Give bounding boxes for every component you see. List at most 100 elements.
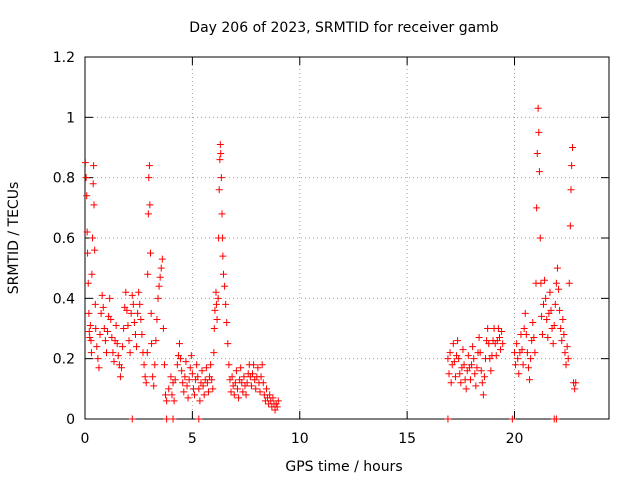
data-point <box>171 376 179 384</box>
chart-title: Day 206 of 2023, SRMTID for receiver gam… <box>189 20 499 36</box>
data-point <box>184 394 192 402</box>
data-point <box>224 340 232 348</box>
data-point <box>186 364 194 372</box>
data-point <box>273 403 281 411</box>
data-point <box>133 343 141 351</box>
data-point <box>99 303 107 311</box>
data-point <box>109 349 117 357</box>
data-point <box>202 364 210 372</box>
data-point <box>457 379 465 387</box>
data-point <box>526 376 534 384</box>
data-point <box>240 373 248 381</box>
data-point <box>152 337 160 345</box>
data-point <box>460 361 468 369</box>
data-point <box>512 361 520 369</box>
data-point <box>513 340 521 348</box>
data-point <box>533 150 541 158</box>
x-tick-label: 0 <box>81 431 90 447</box>
data-point <box>568 162 576 170</box>
data-point <box>247 382 255 390</box>
data-point <box>527 355 535 363</box>
data-point <box>87 349 95 357</box>
data-point <box>227 388 235 396</box>
data-point <box>85 309 93 317</box>
data-point <box>107 315 115 323</box>
data-point <box>499 340 507 348</box>
data-point <box>547 306 555 314</box>
data-point <box>130 318 138 326</box>
data-point <box>182 358 190 366</box>
data-point <box>464 352 472 360</box>
data-point <box>104 328 112 336</box>
data-points <box>81 104 580 423</box>
data-point <box>135 288 143 296</box>
data-point <box>195 385 203 393</box>
data-point <box>257 373 265 381</box>
data-point <box>492 352 500 360</box>
data-point <box>558 337 566 345</box>
data-point <box>134 309 142 317</box>
data-point <box>553 264 561 272</box>
data-point <box>112 321 120 329</box>
data-point <box>163 397 171 405</box>
data-point <box>216 156 224 164</box>
data-point <box>138 331 146 339</box>
data-point <box>167 373 175 381</box>
data-point <box>213 315 221 323</box>
data-point <box>136 300 144 308</box>
data-point <box>495 334 503 342</box>
data-point <box>521 309 529 317</box>
data-point <box>561 349 569 357</box>
data-point <box>514 355 522 363</box>
data-point <box>214 294 222 302</box>
data-point <box>84 249 92 257</box>
data-point <box>552 415 560 423</box>
data-point <box>163 415 171 423</box>
data-point <box>98 291 106 299</box>
data-point <box>102 349 110 357</box>
data-point <box>447 379 455 387</box>
data-point <box>179 379 187 387</box>
data-point <box>471 370 479 378</box>
data-point <box>225 361 233 369</box>
data-point <box>477 367 485 375</box>
data-point <box>239 388 247 396</box>
data-point <box>559 315 567 323</box>
data-point <box>217 150 225 158</box>
data-point <box>519 361 527 369</box>
data-point <box>151 361 159 369</box>
data-point <box>106 294 114 302</box>
data-point <box>231 379 239 387</box>
data-point <box>159 325 167 332</box>
data-point <box>274 397 282 405</box>
data-point <box>170 397 178 405</box>
data-point <box>217 174 225 182</box>
data-point <box>562 361 570 369</box>
data-point <box>141 373 149 381</box>
data-point <box>143 349 151 357</box>
data-point <box>147 309 155 317</box>
data-point <box>175 340 183 348</box>
data-point <box>515 370 523 378</box>
data-point <box>473 364 481 372</box>
data-point <box>126 349 134 357</box>
data-point <box>568 144 576 151</box>
data-point <box>250 361 258 369</box>
data-point <box>549 340 557 348</box>
data-point <box>91 246 99 254</box>
data-point <box>83 192 91 200</box>
x-tick-label: 10 <box>291 431 309 447</box>
data-point <box>144 270 152 278</box>
x-tick-label: 20 <box>506 431 524 447</box>
data-point <box>540 300 547 308</box>
y-tick-label: 1.2 <box>53 50 75 66</box>
data-point <box>479 391 487 399</box>
y-axis-label: SRMTID / TECUs <box>6 182 22 295</box>
data-point <box>95 364 103 372</box>
data-point <box>221 282 229 290</box>
data-point <box>108 334 116 342</box>
data-point <box>194 373 202 381</box>
data-point <box>219 252 227 260</box>
data-point <box>518 346 526 354</box>
